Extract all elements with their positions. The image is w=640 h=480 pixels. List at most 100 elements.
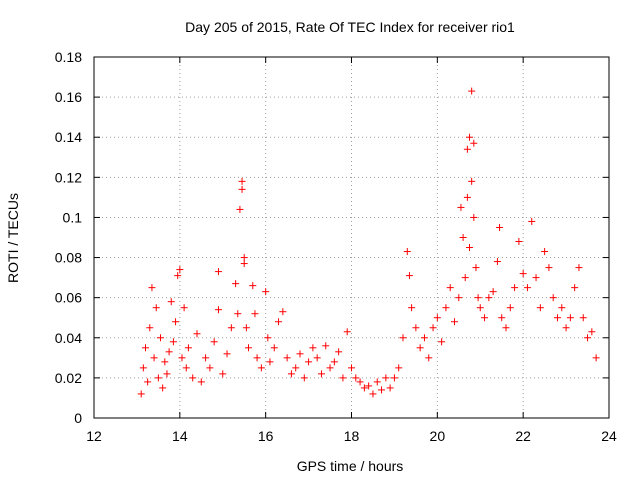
data-point [152, 304, 160, 312]
x-tick-label: 20 [430, 428, 446, 444]
data-point [305, 358, 313, 366]
data-point [339, 374, 347, 382]
data-point [197, 378, 205, 386]
data-point [296, 350, 304, 358]
data-point [144, 378, 152, 386]
x-tick-label: 12 [86, 428, 102, 444]
data-point [442, 304, 450, 312]
x-axis-label: GPS time / hours [297, 458, 404, 474]
data-point [579, 314, 587, 322]
data-point [496, 223, 504, 231]
y-tick-label: 0.12 [55, 169, 82, 185]
chart-title: Day 205 of 2015, Rate Of TEC Index for r… [185, 19, 515, 35]
data-point [528, 217, 536, 225]
data-point [519, 270, 527, 278]
x-tick-label: 24 [601, 428, 617, 444]
data-point [554, 314, 561, 322]
data-point [292, 364, 300, 372]
data-point [425, 354, 433, 362]
data-point [485, 294, 493, 302]
data-point [275, 318, 283, 326]
data-point [356, 378, 364, 386]
data-point [283, 354, 291, 362]
data-point [592, 354, 600, 362]
data-point [154, 374, 162, 382]
data-point [317, 370, 325, 378]
data-point [326, 364, 334, 372]
x-tick-label: 16 [258, 428, 274, 444]
data-point [159, 384, 167, 392]
data-point [493, 258, 501, 266]
data-point [403, 248, 411, 256]
data-point [176, 266, 184, 274]
data-point [451, 318, 458, 326]
data-point [165, 348, 173, 356]
data-point [234, 310, 242, 318]
data-point [545, 264, 553, 272]
data-point [455, 294, 463, 302]
y-tick-label: 0.08 [55, 250, 82, 266]
data-point [461, 274, 469, 282]
data-point [238, 185, 246, 193]
data-point [232, 280, 240, 288]
data-point [245, 344, 252, 352]
data-point [169, 338, 177, 346]
data-point [474, 294, 482, 302]
axis-ticks [93, 56, 610, 419]
data-point [523, 284, 531, 292]
data-point [242, 324, 250, 332]
data-point [223, 350, 231, 358]
data-point [174, 272, 182, 280]
data-point [189, 374, 197, 382]
data-point [352, 374, 360, 382]
data-point [343, 328, 351, 336]
x-tick-labels: 12 14 16 18 20 22 24 [86, 428, 617, 444]
data-point [210, 338, 218, 346]
data-point [313, 354, 321, 362]
data-point [253, 354, 261, 362]
data-point [146, 324, 154, 332]
data-point [549, 294, 557, 302]
y-axis-label: ROTI / TECUs [5, 193, 21, 283]
data-point [498, 314, 506, 322]
data-point [142, 344, 149, 352]
data-point [236, 205, 244, 213]
y-tick-label: 0 [74, 410, 82, 426]
data-point [468, 87, 476, 95]
data-point [335, 348, 343, 356]
data-point [172, 318, 180, 326]
data-point [481, 314, 489, 322]
data-point [193, 330, 201, 338]
data-point [558, 304, 566, 312]
data-point [227, 324, 235, 332]
data-point [157, 334, 165, 342]
data-point [468, 177, 476, 185]
data-point [506, 304, 514, 312]
y-tick-label: 0.04 [55, 330, 82, 346]
data-point [240, 260, 248, 268]
data-point [180, 304, 188, 312]
data-point [416, 344, 424, 352]
data-point [446, 284, 454, 292]
data-point [150, 354, 158, 362]
y-tick-label: 0.1 [63, 209, 83, 225]
data-point [382, 374, 390, 382]
data-point [322, 342, 330, 350]
data-point [262, 288, 270, 296]
data-point [470, 213, 478, 221]
data-point [287, 370, 295, 378]
data-point [369, 390, 377, 398]
x-tick-label: 22 [515, 428, 531, 444]
data-point [395, 364, 403, 372]
data-point [264, 334, 272, 342]
data-point [365, 382, 373, 390]
data-point [412, 324, 420, 332]
data-point [238, 177, 246, 185]
data-point [457, 203, 465, 211]
data-point [167, 298, 175, 306]
data-point [470, 139, 478, 147]
data-point [463, 145, 471, 153]
y-tick-label: 0.14 [55, 129, 82, 145]
